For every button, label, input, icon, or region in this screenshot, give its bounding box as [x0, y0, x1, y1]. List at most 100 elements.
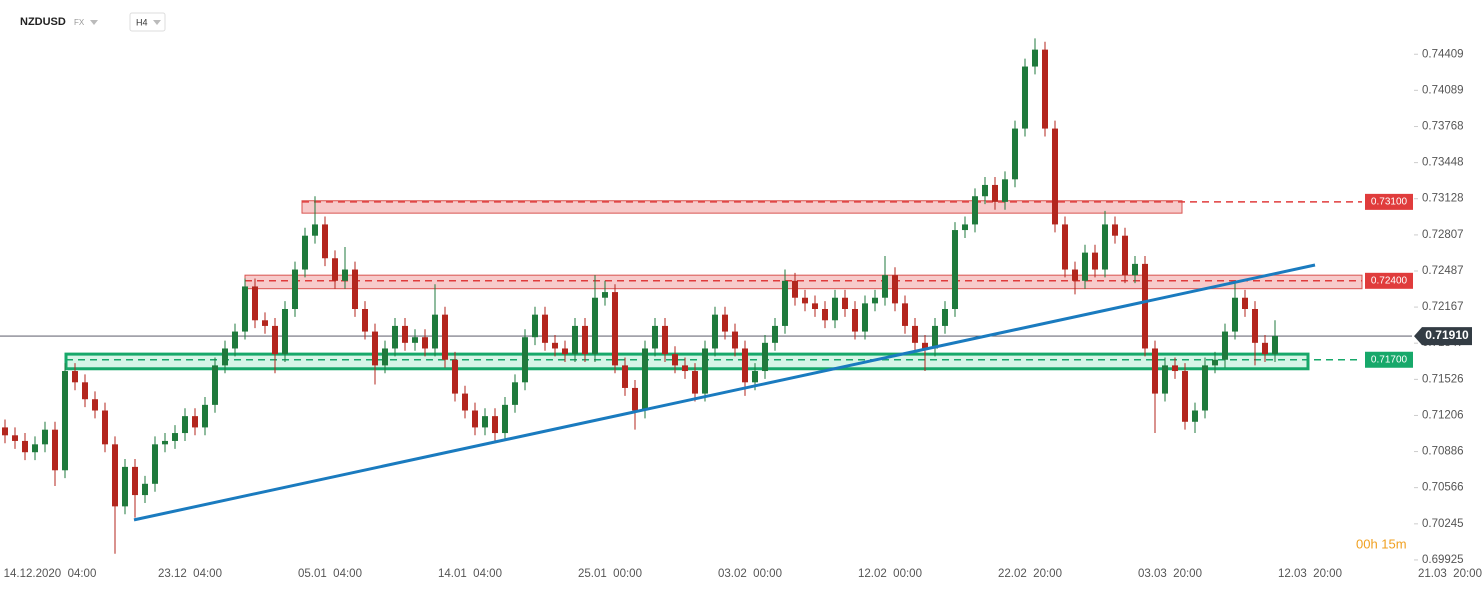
candle-body [542, 314, 548, 343]
candle-body [22, 440, 28, 453]
y-tick-label: 0.73768 [1422, 121, 1464, 133]
candle-body [32, 444, 38, 453]
symbol[interactable]: NZDUSD [20, 16, 66, 28]
candle-body [902, 303, 908, 326]
candle-body [482, 416, 488, 428]
candle-body [752, 371, 758, 383]
candle-countdown: 00h 15m [1356, 536, 1407, 551]
candle-body [762, 342, 768, 372]
candle-body [112, 444, 118, 507]
candle-body [162, 440, 168, 445]
candle-body [432, 314, 438, 349]
y-tick-label: 0.72487 [1422, 265, 1464, 277]
candle-body [42, 429, 48, 445]
candle-body [602, 292, 608, 298]
candle-body [1122, 235, 1128, 276]
candle-body [572, 325, 578, 355]
candle-body [512, 382, 518, 405]
candle-body [152, 444, 158, 484]
candle-body [732, 331, 738, 349]
candle-body [1022, 66, 1028, 129]
candle-body [1012, 128, 1018, 180]
candle-body [1082, 252, 1088, 281]
candle-body [582, 325, 588, 355]
x-tick-label: 23.12 04:00 [158, 568, 222, 580]
candle-body [292, 269, 298, 310]
candle-body [622, 365, 628, 388]
candle-body [712, 314, 718, 349]
candle-body [202, 404, 208, 428]
x-tick-label: 21.03 20:00 [1418, 568, 1482, 580]
candle-body [992, 184, 998, 202]
candle-body [342, 269, 348, 281]
candle-body [252, 286, 258, 321]
candle-body [462, 393, 468, 411]
candle-body [702, 348, 708, 394]
candle-body [1242, 297, 1248, 310]
candle-body [1232, 297, 1238, 332]
candle-body [782, 280, 788, 326]
x-tick-label: 03.02 00:00 [718, 568, 782, 580]
candle-body [1032, 49, 1038, 67]
candle-body [1112, 224, 1118, 236]
y-tick-label: 0.71206 [1422, 409, 1464, 421]
x-tick-label: 14.01 04:00 [438, 568, 502, 580]
candle-body [1172, 365, 1178, 372]
candle-body [262, 320, 268, 326]
candle-body [232, 331, 238, 349]
candle-body [1202, 365, 1208, 411]
candle-body [1102, 224, 1108, 270]
candle-body [872, 297, 878, 304]
candle-body [192, 416, 198, 428]
y-tick-label: 0.70245 [1422, 518, 1464, 530]
y-tick-label: 0.71526 [1422, 373, 1464, 385]
x-tick-label: 22.02 20:00 [998, 568, 1062, 580]
candle-body [492, 416, 498, 434]
candle-body [1192, 410, 1198, 422]
candle-body [282, 309, 288, 355]
candle-body [962, 224, 968, 231]
interval-button[interactable] [129, 12, 166, 32]
candle-body [642, 348, 648, 411]
candle-body [1252, 309, 1258, 343]
level-label-bg [1365, 272, 1413, 289]
candle-body [82, 382, 88, 400]
level-label-bg [1365, 193, 1413, 210]
market: FX [74, 18, 85, 27]
x-tick-label: 12.02 00:00 [858, 568, 922, 580]
interval[interactable]: H4 [136, 17, 148, 27]
level-zone [244, 274, 1363, 290]
candle-body [862, 303, 868, 332]
candle-body [882, 275, 888, 298]
candle-body [722, 314, 728, 332]
candle-body [332, 258, 338, 281]
y-tick-label: 0.69925 [1422, 554, 1464, 566]
candle-body [1182, 371, 1188, 422]
candle-body [1042, 49, 1048, 129]
candle-body [972, 196, 978, 225]
candle-body [832, 297, 838, 321]
candle-body [1222, 331, 1228, 360]
y-tick-label: 0.72807 [1422, 229, 1464, 241]
x-tick-label: 12.03 20:00 [1278, 568, 1342, 580]
level-label: 0.72400 [1371, 275, 1408, 286]
trend-line [133, 263, 1316, 522]
candle-body [772, 325, 778, 343]
candle-body [172, 433, 178, 441]
candle-body [912, 325, 918, 343]
last-price-label: 0.71910 [1425, 328, 1469, 342]
candle-body [382, 348, 388, 366]
candle-body [742, 348, 748, 383]
candle-body [272, 325, 278, 355]
x-tick-label: 05.01 04:00 [298, 568, 362, 580]
symbol-dropdown[interactable] [90, 20, 98, 25]
candle-body [1062, 224, 1068, 270]
candle-body [652, 325, 658, 349]
level-label: 0.71700 [1371, 354, 1408, 365]
candle-body [72, 371, 78, 383]
interval-dropdown [153, 20, 161, 25]
candle-body [592, 297, 598, 355]
candle-body [1132, 263, 1138, 276]
x-tick-label: 03.03 20:00 [1138, 568, 1202, 580]
candle-body [892, 275, 898, 304]
